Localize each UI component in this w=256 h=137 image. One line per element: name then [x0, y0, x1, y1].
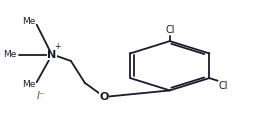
Text: Me: Me: [22, 17, 35, 26]
Text: O: O: [99, 92, 109, 102]
Text: Cl: Cl: [165, 25, 175, 35]
Text: I⁻: I⁻: [36, 91, 45, 101]
Text: +: +: [54, 42, 61, 51]
Text: Me: Me: [3, 50, 16, 59]
Text: Me: Me: [22, 80, 35, 89]
Text: Cl: Cl: [219, 81, 228, 91]
Text: N: N: [47, 50, 57, 60]
